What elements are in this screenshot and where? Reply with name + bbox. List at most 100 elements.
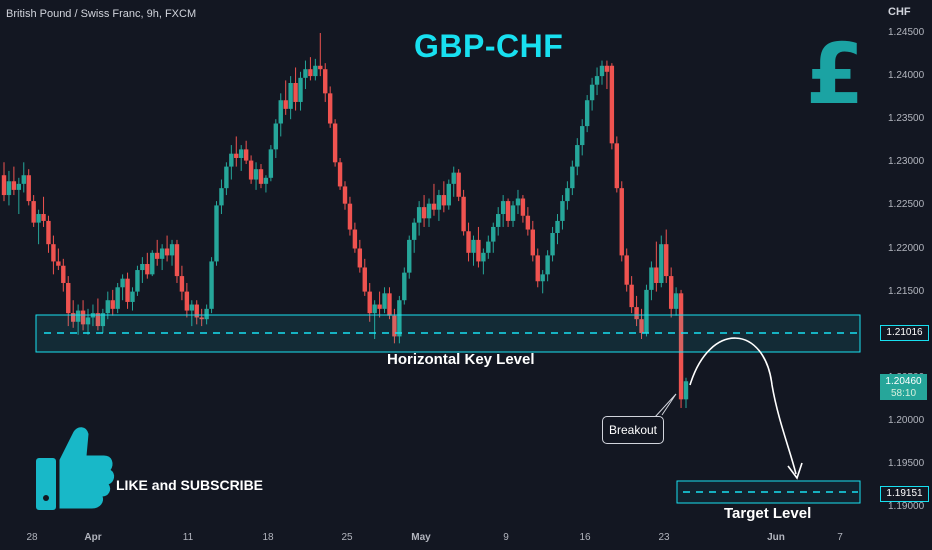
candle-body[interactable]	[609, 65, 615, 144]
candle-body[interactable]	[402, 272, 407, 301]
candle-body[interactable]	[496, 214, 501, 227]
candle-body[interactable]	[535, 255, 540, 282]
candle-body[interactable]	[41, 214, 46, 221]
candle-body[interactable]	[239, 149, 244, 158]
candle-body[interactable]	[555, 220, 560, 233]
candle-body[interactable]	[589, 84, 595, 101]
candle-body[interactable]	[565, 188, 570, 202]
candle-body[interactable]	[268, 149, 274, 178]
candle-body[interactable]	[407, 239, 412, 273]
candle-body[interactable]	[357, 248, 363, 268]
target-level-tag[interactable]: 1.19151	[880, 486, 929, 502]
candle-body[interactable]	[570, 166, 575, 189]
candle-body[interactable]	[243, 149, 249, 161]
candle-body[interactable]	[367, 291, 372, 314]
candle-body[interactable]	[66, 282, 71, 314]
candle-body[interactable]	[21, 175, 26, 184]
candle-body[interactable]	[481, 252, 486, 262]
candle-body[interactable]	[46, 220, 51, 245]
candle-body[interactable]	[120, 278, 125, 288]
candle-body[interactable]	[204, 308, 209, 320]
candle-body[interactable]	[229, 153, 234, 167]
candle-body[interactable]	[500, 201, 506, 215]
candle-body[interactable]	[105, 300, 110, 314]
candle-body[interactable]	[1, 175, 7, 196]
candle-body[interactable]	[515, 198, 521, 206]
candle-body[interactable]	[550, 232, 555, 256]
candle-body[interactable]	[575, 145, 580, 167]
candle-body[interactable]	[258, 169, 264, 184]
candle-body[interactable]	[145, 264, 150, 275]
candle-body[interactable]	[471, 239, 476, 253]
candle-body[interactable]	[110, 300, 115, 309]
candle-body[interactable]	[619, 188, 624, 256]
candle-body[interactable]	[525, 215, 531, 230]
candle-body[interactable]	[649, 267, 654, 290]
candle-body[interactable]	[278, 100, 283, 124]
candle-body[interactable]	[362, 267, 367, 292]
candle-body[interactable]	[461, 196, 466, 232]
candle-body[interactable]	[303, 69, 308, 78]
candle-body[interactable]	[36, 214, 41, 223]
candle-body[interactable]	[456, 172, 461, 197]
candle-body[interactable]	[634, 307, 639, 320]
candle-body[interactable]	[318, 65, 323, 70]
candle-body[interactable]	[150, 252, 155, 275]
candle-body[interactable]	[342, 186, 348, 204]
candle-body[interactable]	[56, 261, 61, 266]
last-price-tag[interactable]: 1.20460	[880, 374, 927, 390]
candle-body[interactable]	[486, 241, 491, 253]
candle-body[interactable]	[199, 317, 204, 320]
candle-body[interactable]	[347, 203, 353, 230]
candle-body[interactable]	[70, 313, 76, 322]
candle-body[interactable]	[189, 304, 194, 311]
candle-body[interactable]	[476, 239, 481, 262]
candle-body[interactable]	[174, 244, 180, 277]
candle-body[interactable]	[61, 265, 66, 283]
candle-body[interactable]	[441, 195, 447, 206]
candle-body[interactable]	[664, 244, 669, 277]
candle-body[interactable]	[683, 381, 689, 400]
candle-body[interactable]	[580, 126, 585, 146]
thumbs-up-icon[interactable]	[36, 427, 115, 510]
candle-body[interactable]	[520, 198, 526, 216]
candle-body[interactable]	[510, 205, 516, 221]
candle-body[interactable]	[11, 181, 17, 190]
candle-body[interactable]	[273, 123, 279, 150]
candle-body[interactable]	[387, 293, 392, 316]
candle-body[interactable]	[629, 284, 634, 308]
candle-body[interactable]	[382, 293, 387, 309]
candle-body[interactable]	[234, 153, 239, 158]
candle-body[interactable]	[155, 252, 160, 259]
candle-body[interactable]	[80, 310, 86, 325]
like-subscribe-text[interactable]: LIKE and SUBSCRIBE	[116, 477, 264, 493]
candle-body[interactable]	[604, 65, 610, 72]
candle-body[interactable]	[668, 276, 674, 309]
candle-body[interactable]	[51, 244, 56, 262]
candle-body[interactable]	[599, 65, 605, 77]
candle-body[interactable]	[219, 188, 224, 206]
candle-body[interactable]	[323, 69, 328, 94]
candle-body[interactable]	[337, 162, 343, 187]
candle-body[interactable]	[26, 175, 31, 202]
candle-body[interactable]	[85, 317, 91, 325]
candle-body[interactable]	[253, 169, 259, 180]
candle-body[interactable]	[654, 267, 659, 283]
candle-body[interactable]	[184, 291, 190, 311]
candle-body[interactable]	[75, 310, 81, 322]
candle-body[interactable]	[584, 100, 590, 127]
candle-body[interactable]	[115, 287, 120, 309]
candle-body[interactable]	[135, 270, 140, 292]
candle-body[interactable]	[125, 278, 130, 302]
candle-body[interactable]	[436, 195, 442, 210]
candle-body[interactable]	[224, 166, 229, 189]
candle-body[interactable]	[397, 300, 402, 337]
candle-body[interactable]	[130, 291, 135, 302]
candle-body[interactable]	[431, 203, 437, 210]
candle-body[interactable]	[644, 289, 649, 333]
candle-body[interactable]	[100, 313, 106, 327]
candle-body[interactable]	[209, 261, 214, 309]
candle-body[interactable]	[411, 222, 417, 240]
candle-body[interactable]	[214, 205, 219, 262]
